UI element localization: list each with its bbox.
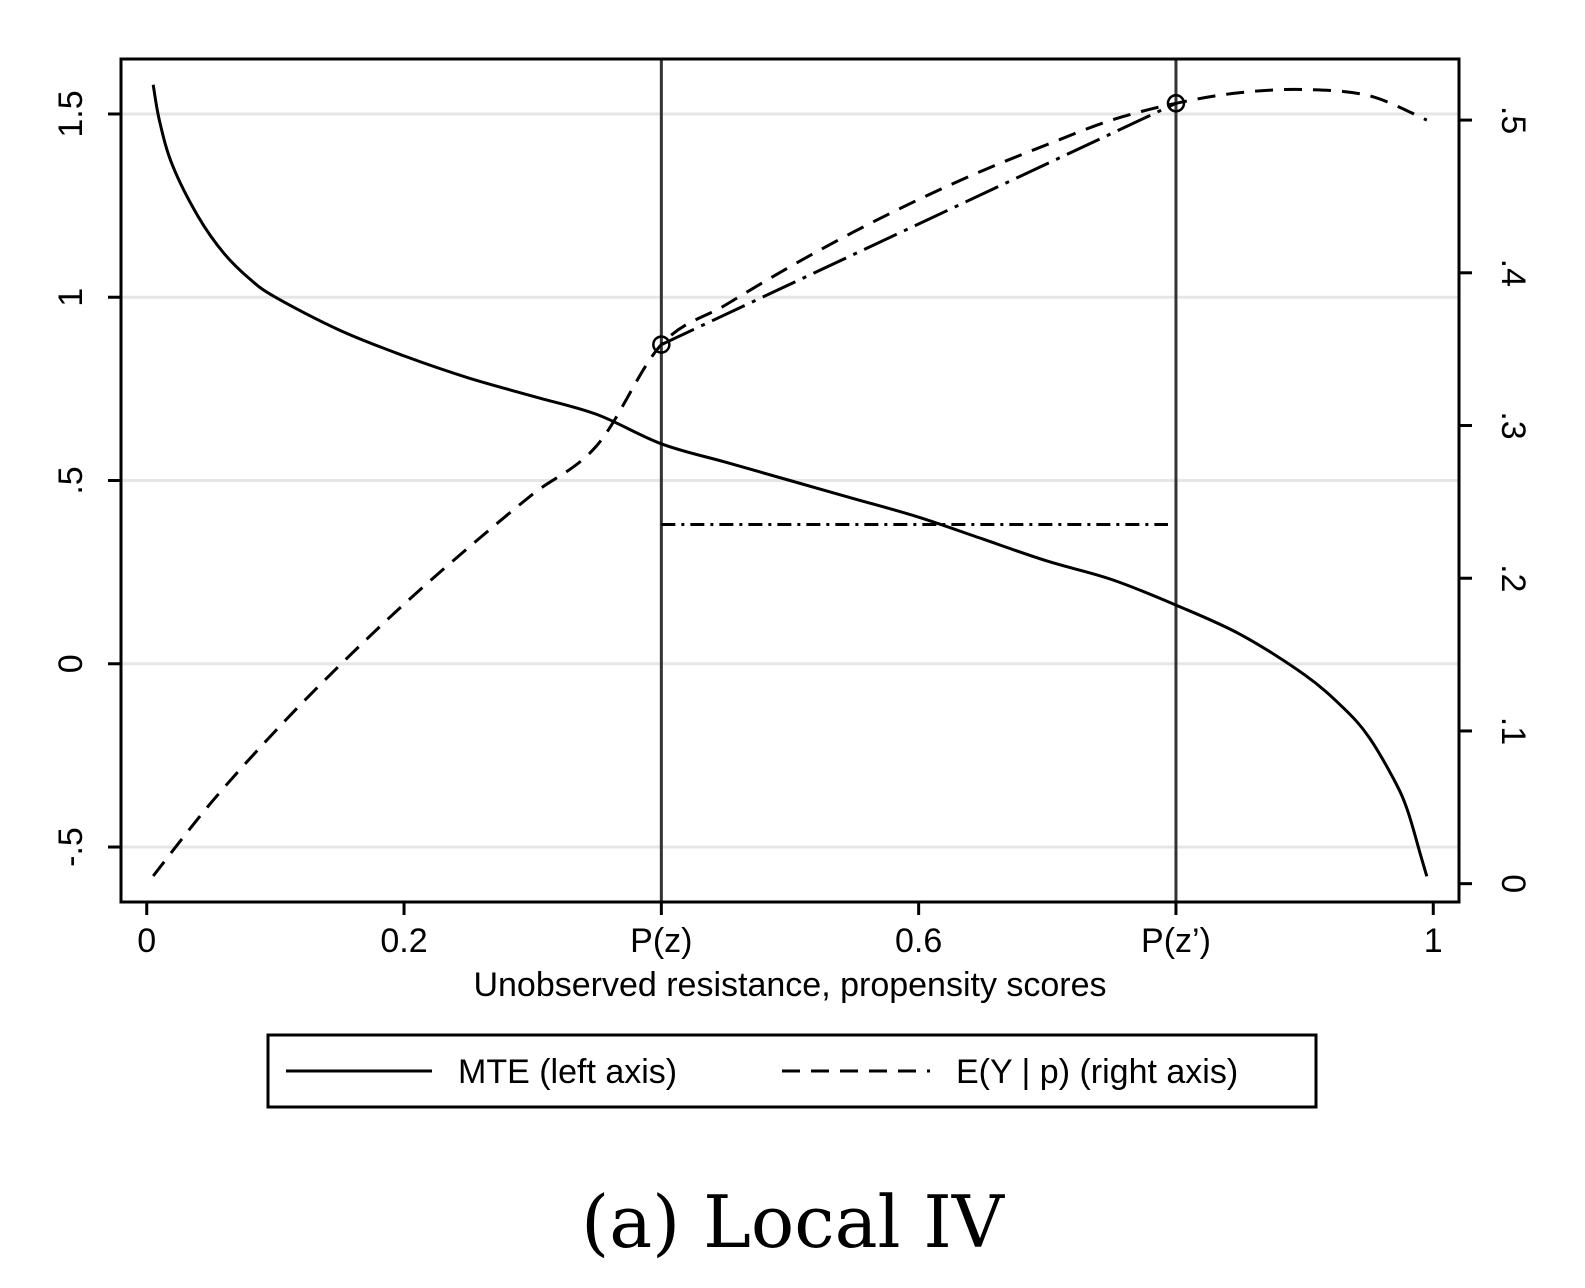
figure-caption: (a) Local IV — [581, 1180, 1004, 1264]
x-tick-label-5: 1 — [1424, 922, 1443, 960]
series-line-1 — [152, 87, 1428, 877]
legend-label-mte: MTE (left axis) — [458, 1053, 677, 1091]
y-left-tick-label-3: 1 — [52, 288, 90, 307]
x-tick-label-3: 0.6 — [895, 922, 942, 960]
x-tick-label-4: P(z’) — [1141, 922, 1211, 960]
chord-line — [660, 101, 1177, 346]
y-right-tick-label-4: .4 — [1494, 259, 1532, 287]
x-tick-label-0: 0 — [137, 922, 156, 960]
y-left-tick-label-0: -.5 — [52, 827, 90, 867]
y-left-tick-label-4: 1.5 — [52, 90, 90, 137]
legend-label-ey: E(Y | p) (right axis) — [956, 1053, 1238, 1091]
x-axis-title: Unobserved resistance, propensity scores — [473, 966, 1106, 1004]
legend-box — [266, 1033, 1318, 1109]
y-right-tick-label-5: .5 — [1494, 106, 1532, 134]
series-layer — [151, 84, 1429, 877]
axes-ticks: 0 0.2 P(z) 0.6 P(z’) 1 -.5 0 .5 1 1.5 0 .1 .2 .3 .4 .5 — [52, 90, 1532, 960]
series-line-0 — [151, 84, 1429, 877]
y-left-tick-label-2: .5 — [52, 466, 90, 494]
legend: MTE (left axis) E(Y | p) (right axis) — [266, 1033, 1318, 1109]
x-tick-label-1: 0.2 — [380, 922, 427, 960]
marker-1 — [1166, 94, 1186, 113]
y-right-tick-label-3: .3 — [1494, 411, 1532, 439]
marker-0 — [652, 335, 671, 354]
y-right-tick-label-2: .2 — [1494, 564, 1532, 592]
x-tick-label-2: P(z) — [630, 922, 692, 960]
y-left-tick-label-1: 0 — [52, 654, 90, 673]
y-right-tick-label-1: .1 — [1494, 717, 1532, 745]
vertical-reference-lines — [659, 59, 1178, 902]
annotation-layer — [652, 94, 1186, 526]
y-right-tick-label-0: 0 — [1494, 874, 1532, 893]
